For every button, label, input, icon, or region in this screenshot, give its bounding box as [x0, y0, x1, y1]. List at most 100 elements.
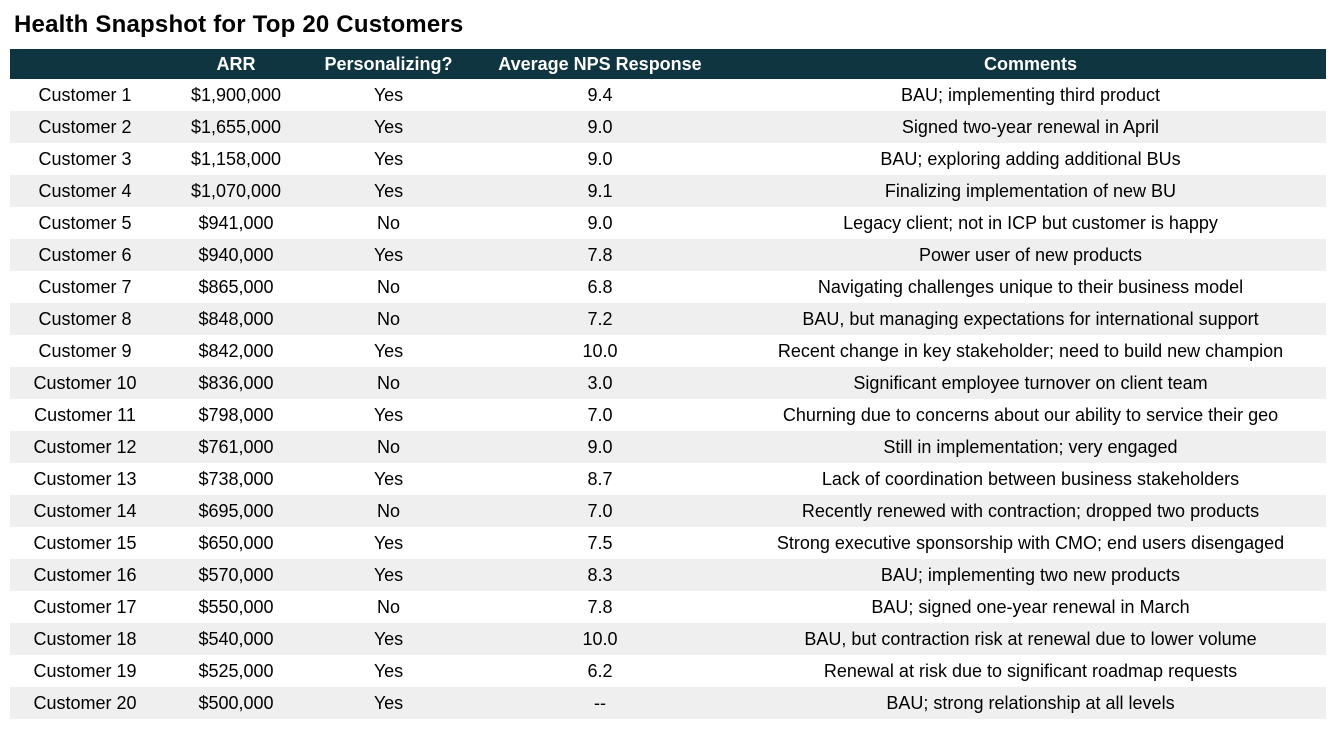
customer-cell: Customer 12 — [10, 431, 160, 463]
table-row: Customer 10 $836,000 No 3.0 Significant empl… — [10, 367, 1326, 399]
table-row: Customer 3 $1,158,000 Yes 9.0 BAU; exploring… — [10, 143, 1326, 175]
comments-cell: Signed two-year renewal in April — [735, 111, 1326, 143]
table-row: Customer 19 $525,000 Yes 6.2 Renewal at risk… — [10, 655, 1326, 687]
customer-cell: Customer 15 — [10, 527, 160, 559]
nps-cell: 9.0 — [465, 143, 735, 175]
nps-cell: 7.0 — [465, 495, 735, 527]
personalizing-cell: Yes — [312, 623, 465, 655]
nps-cell: 8.3 — [465, 559, 735, 591]
customer-cell: Customer 10 — [10, 367, 160, 399]
personalizing-cell: Yes — [312, 559, 465, 591]
arr-cell: $650,000 — [160, 527, 312, 559]
comments-cell: Strong executive sponsorship with CMO; e… — [735, 527, 1326, 559]
customer-cell: Customer 11 — [10, 399, 160, 431]
arr-cell: $941,000 — [160, 207, 312, 239]
col-header-customer — [10, 49, 160, 79]
personalizing-cell: No — [312, 431, 465, 463]
comments-cell: BAU; implementing third product — [735, 79, 1326, 111]
nps-cell: 9.4 — [465, 79, 735, 111]
col-header-personalizing: Personalizing? — [312, 49, 465, 79]
table-row: Customer 9 $842,000 Yes 10.0 Recent change i… — [10, 335, 1326, 367]
nps-cell: -- — [465, 687, 735, 719]
customer-cell: Customer 20 — [10, 687, 160, 719]
customer-cell: Customer 14 — [10, 495, 160, 527]
nps-cell: 6.8 — [465, 271, 735, 303]
table-row: Customer 13 $738,000 Yes 8.7 Lack of coordin… — [10, 463, 1326, 495]
comments-cell: Renewal at risk due to significant roadm… — [735, 655, 1326, 687]
arr-cell: $550,000 — [160, 591, 312, 623]
arr-cell: $525,000 — [160, 655, 312, 687]
personalizing-cell: No — [312, 303, 465, 335]
nps-cell: 7.8 — [465, 239, 735, 271]
comments-cell: Power user of new products — [735, 239, 1326, 271]
comments-cell: Lack of coordination between business st… — [735, 463, 1326, 495]
personalizing-cell: Yes — [312, 79, 465, 111]
nps-cell: 7.0 — [465, 399, 735, 431]
nps-cell: 3.0 — [465, 367, 735, 399]
customer-cell: Customer 1 — [10, 79, 160, 111]
table-row: Customer 14 $695,000 No 7.0 Recently renewed… — [10, 495, 1326, 527]
customer-cell: Customer 18 — [10, 623, 160, 655]
personalizing-cell: Yes — [312, 175, 465, 207]
nps-cell: 9.0 — [465, 431, 735, 463]
personalizing-cell: No — [312, 495, 465, 527]
arr-cell: $500,000 — [160, 687, 312, 719]
comments-cell: BAU; strong relationship at all levels — [735, 687, 1326, 719]
table-row: Customer 20 $500,000 Yes -- BAU; strong rela… — [10, 687, 1326, 719]
comments-cell: Legacy client; not in ICP but customer i… — [735, 207, 1326, 239]
col-header-comments: Comments — [735, 49, 1326, 79]
arr-cell: $836,000 — [160, 367, 312, 399]
table-row: Customer 2 $1,655,000 Yes 9.0 Signed two-yea… — [10, 111, 1326, 143]
arr-cell: $842,000 — [160, 335, 312, 367]
comments-cell: Recent change in key stakeholder; need t… — [735, 335, 1326, 367]
personalizing-cell: Yes — [312, 399, 465, 431]
personalizing-cell: Yes — [312, 143, 465, 175]
customer-cell: Customer 19 — [10, 655, 160, 687]
arr-cell: $695,000 — [160, 495, 312, 527]
comments-cell: Recently renewed with contraction; dropp… — [735, 495, 1326, 527]
arr-cell: $1,158,000 — [160, 143, 312, 175]
col-header-nps: Average NPS Response — [465, 49, 735, 79]
personalizing-cell: Yes — [312, 335, 465, 367]
table-row: Customer 4 $1,070,000 Yes 9.1 Finalizing imp… — [10, 175, 1326, 207]
nps-cell: 7.2 — [465, 303, 735, 335]
arr-cell: $1,900,000 — [160, 79, 312, 111]
personalizing-cell: No — [312, 367, 465, 399]
personalizing-cell: Yes — [312, 655, 465, 687]
nps-cell: 8.7 — [465, 463, 735, 495]
customer-cell: Customer 2 — [10, 111, 160, 143]
personalizing-cell: Yes — [312, 687, 465, 719]
table-row: Customer 11 $798,000 Yes 7.0 Churning due to… — [10, 399, 1326, 431]
page-title: Health Snapshot for Top 20 Customers — [14, 11, 464, 38]
comments-cell: Still in implementation; very engaged — [735, 431, 1326, 463]
table-body: Customer 1 $1,900,000 Yes 9.4 BAU; implement… — [10, 79, 1326, 719]
comments-cell: BAU, but contraction risk at renewal due… — [735, 623, 1326, 655]
table-row: Customer 17 $550,000 No 7.8 BAU; signed one-… — [10, 591, 1326, 623]
table-header-row: ARR Personalizing? Average NPS Response … — [10, 49, 1326, 79]
comments-cell: Navigating challenges unique to their bu… — [735, 271, 1326, 303]
table-row: Customer 18 $540,000 Yes 10.0 BAU, but contr… — [10, 623, 1326, 655]
customer-cell: Customer 8 — [10, 303, 160, 335]
customer-health-table: ARR Personalizing? Average NPS Response … — [10, 49, 1326, 719]
personalizing-cell: No — [312, 271, 465, 303]
table-row: Customer 12 $761,000 No 9.0 Still in impleme… — [10, 431, 1326, 463]
comments-cell: Churning due to concerns about our abili… — [735, 399, 1326, 431]
table-row: Customer 16 $570,000 Yes 8.3 BAU; implementi… — [10, 559, 1326, 591]
arr-cell: $1,655,000 — [160, 111, 312, 143]
nps-cell: 6.2 — [465, 655, 735, 687]
customer-cell: Customer 9 — [10, 335, 160, 367]
nps-cell: 7.8 — [465, 591, 735, 623]
arr-cell: $865,000 — [160, 271, 312, 303]
nps-cell: 10.0 — [465, 623, 735, 655]
comments-cell: BAU; exploring adding additional BUs — [735, 143, 1326, 175]
customer-cell: Customer 3 — [10, 143, 160, 175]
customer-cell: Customer 6 — [10, 239, 160, 271]
nps-cell: 9.0 — [465, 207, 735, 239]
table-row: Customer 7 $865,000 No 6.8 Navigating challe… — [10, 271, 1326, 303]
nps-cell: 7.5 — [465, 527, 735, 559]
arr-cell: $761,000 — [160, 431, 312, 463]
customer-cell: Customer 16 — [10, 559, 160, 591]
table-row: Customer 5 $941,000 No 9.0 Legacy client; no… — [10, 207, 1326, 239]
arr-cell: $1,070,000 — [160, 175, 312, 207]
